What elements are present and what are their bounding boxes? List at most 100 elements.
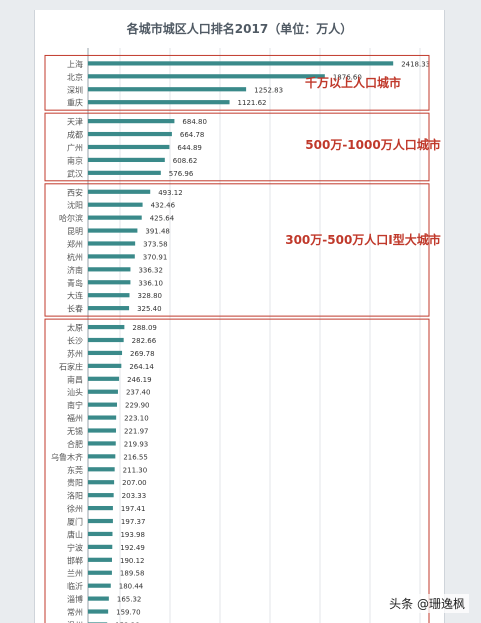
bar-24 [88,389,118,394]
value-label-1: 1876.60 [333,73,362,81]
value-label-42: 152.28 [115,621,140,623]
value-label-11: 425.64 [150,215,175,223]
population-bar-chart: 上海 2418.33 北京 1876.60 深圳 1252.83 重庆 1121.62 天津 68… [44,48,441,623]
value-label-7: 608.62 [173,157,198,165]
category-label-18: 长春 [67,304,83,314]
category-label-5: 成都 [67,130,83,140]
category-label-22: 石家庄 [59,361,83,371]
bar-22 [88,363,122,368]
value-label-6: 644.89 [177,144,202,152]
bar-12 [88,228,138,233]
category-label-26: 福州 [67,414,83,423]
bar-35 [88,531,113,537]
category-label-37: 邯郸 [67,555,83,565]
category-label-21: 苏州 [67,348,83,358]
group-label-1: 500万-1000万人口城市 [305,137,440,152]
category-label-40: 淄博 [67,594,83,604]
category-label-19: 太原 [67,323,83,333]
value-label-5: 664.78 [180,131,205,139]
value-label-25: 229.90 [125,402,150,410]
category-label-10: 沈阳 [67,200,83,210]
category-label-4: 天津 [67,117,83,127]
category-label-42: 温州 [67,621,83,623]
value-label-8: 576.96 [169,170,194,178]
value-label-26: 223.10 [124,415,149,423]
category-label-24: 汕头 [67,387,83,397]
bar-3 [88,100,230,105]
category-label-35: 唐山 [67,529,83,539]
bar-9 [88,189,151,194]
value-label-21: 269.78 [130,350,155,358]
bar-26 [88,415,117,420]
category-label-36: 宁波 [67,542,83,552]
category-label-29: 乌鲁木齐 [51,452,83,462]
value-label-40: 165.32 [117,596,142,604]
bar-7 [88,157,165,163]
bar-8 [88,170,161,175]
bar-4 [88,119,175,124]
bar-1 [88,74,325,79]
bar-2 [88,87,247,92]
value-label-9: 493.12 [158,189,183,197]
bar-39 [88,583,111,588]
value-label-14: 370.91 [143,253,168,261]
category-label-33: 徐州 [67,504,83,514]
bar-30 [88,467,115,472]
value-label-18: 325.40 [137,305,162,313]
category-label-1: 北京 [67,72,83,82]
category-label-7: 南京 [67,155,83,165]
value-label-27: 221.97 [124,428,149,436]
bar-38 [88,570,112,575]
bar-31 [88,480,115,485]
value-label-32: 203.33 [122,492,147,500]
value-label-15: 336.32 [138,266,163,274]
category-label-28: 合肥 [67,439,83,449]
category-label-38: 兰州 [67,568,83,578]
value-label-28: 219.93 [124,440,149,448]
category-label-9: 西安 [67,187,83,197]
bar-29 [88,454,116,459]
category-label-34: 厦门 [67,517,83,527]
category-label-16: 青岛 [67,278,83,288]
category-label-31: 贵阳 [67,478,83,488]
bar-36 [88,544,113,549]
bar-37 [88,557,112,562]
value-label-16: 336.10 [138,279,163,287]
category-label-13: 郑州 [67,239,83,249]
bar-20 [88,337,124,343]
bar-41 [88,609,109,614]
value-label-3: 1121.62 [238,99,267,107]
bar-40 [88,596,109,601]
category-label-14: 杭州 [67,252,83,262]
chart-page: 各城市城区人口排名2017（单位：万人） 上海 2418.33 北京 1876.60 深… [34,10,445,623]
value-label-31: 207.00 [122,479,146,487]
value-label-2: 1252.83 [254,86,283,94]
group-label-0: 千万以上人口城市 [305,75,401,90]
bar-11 [88,215,142,220]
bar-27 [88,428,117,433]
category-label-11: 哈尔滨 [59,213,83,223]
category-label-2: 深圳 [67,85,83,95]
bar-5 [88,131,172,137]
bar-18 [88,306,130,311]
bar-0 [88,61,394,66]
value-label-39: 180.44 [119,583,144,591]
value-label-13: 373.58 [143,240,168,248]
bar-28 [88,441,116,446]
bar-34 [88,518,113,524]
bar-32 [88,493,114,498]
value-label-10: 432.46 [151,202,176,210]
value-label-30: 211.30 [123,466,148,474]
category-label-25: 南宁 [67,400,83,410]
category-label-39: 临沂 [67,581,83,591]
value-label-24: 237.40 [126,389,150,397]
bar-15 [88,267,131,272]
group-box-2 [44,183,430,317]
value-label-22: 264.14 [129,363,154,371]
group-box-3 [44,318,430,623]
bar-23 [88,376,120,381]
value-label-37: 190.12 [120,557,144,565]
chart-title: 各城市城区人口排名2017（单位：万人） [126,22,353,36]
value-label-38: 189.58 [120,570,145,578]
bar-21 [88,350,123,356]
